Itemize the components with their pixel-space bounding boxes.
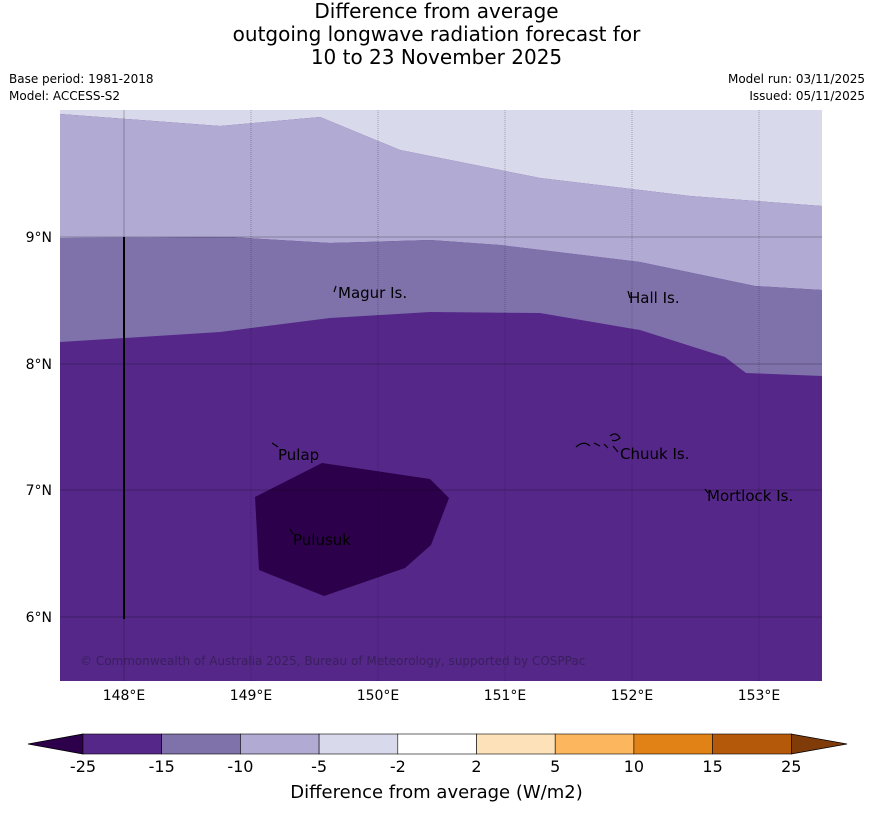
label-hall: Hall Is. [629, 289, 680, 307]
map-title: Difference from average outgoing longwav… [0, 0, 873, 69]
label-magur: Magur Is. [338, 284, 407, 302]
place-labels: Magur Is. Hall Is. Pulap Chuuk Is. Mortl… [278, 284, 793, 549]
meta-left: Base period: 1981-2018 Model: ACCESS-S2 [9, 71, 154, 105]
colorbar-segment [712, 733, 792, 755]
fill-below-m25 [255, 463, 449, 596]
meta-right: Model run: 03/11/2025 Issued: 05/11/2025 [728, 71, 865, 105]
lat-tick-labels: 9°N 8°N 7°N 6°N [26, 230, 52, 626]
label-pulusuk: Pulusuk [293, 531, 351, 549]
label-chuuk: Chuuk Is. [620, 445, 689, 463]
base-period: Base period: 1981-2018 [9, 72, 154, 86]
island-chuuk [575, 433, 621, 453]
colorbar-segment [554, 733, 635, 755]
label-mortlock: Mortlock Is. [707, 487, 793, 505]
model-run: Model run: 03/11/2025 [727, 72, 865, 86]
colorbar-tick-label: 5 [550, 757, 560, 776]
label-pulap: Pulap [278, 446, 319, 464]
lat-tick-label: 8°N [26, 357, 52, 373]
island-hall [627, 290, 631, 299]
fill-m5-m2 [60, 110, 822, 206]
lat-tick-label: 7°N [26, 483, 52, 499]
lon-tick-label: 151°E [484, 688, 527, 704]
colorbar-tick-label: 10 [624, 757, 644, 776]
colorbar-under-arrow [27, 733, 84, 755]
colorbar-tick-label: 2 [471, 757, 481, 776]
title-line-1: Difference from average [314, 0, 559, 23]
issued-date: Issued: 05/11/2025 [749, 89, 865, 103]
colorbar-segment [240, 733, 320, 755]
colorbar-tick-label: -10 [227, 757, 253, 776]
colorbar: -25 -15 -10 -5 -2 2 5 10 15 25 [27, 733, 848, 776]
colorbar-segment [633, 733, 713, 755]
island-pulap [271, 442, 279, 448]
contour-fills [60, 110, 822, 681]
island-magur [333, 285, 337, 293]
title-line-2: outgoing longwave radiation forecast for [232, 22, 641, 46]
colorbar-tick-label: 25 [781, 757, 801, 776]
island-mortlock [704, 488, 709, 494]
lon-tick-label: 153°E [738, 688, 781, 704]
colorbar-label: Difference from average (W/m2) [290, 782, 583, 803]
colorbar-over-arrow [790, 733, 848, 755]
copyright-text: © Commonwealth of Australia 2025, Bureau… [80, 654, 585, 668]
lon-tick-label: 152°E [611, 688, 654, 704]
model-name: Model: ACCESS-S2 [9, 89, 121, 103]
fill-m10-m5 [60, 114, 822, 290]
island-pulusuk [289, 528, 294, 535]
colorbar-tick-label: -15 [149, 757, 175, 776]
title-line-3: 10 to 23 November 2025 [310, 45, 563, 69]
colorbar-segment [82, 733, 162, 755]
lon-tick-label: 149°E [230, 688, 273, 704]
colorbar-segment [318, 733, 399, 755]
colorbar-tick-label: -5 [311, 757, 327, 776]
colorbar-tick-label: -25 [70, 757, 96, 776]
lon-tick-labels: 148°E 149°E 150°E 151°E 152°E 153°E [103, 688, 781, 704]
colorbar-segment [397, 733, 477, 755]
colorbar-tick-label: 15 [702, 757, 722, 776]
fill-m15-m10 [60, 237, 822, 376]
colorbar-segment [476, 733, 556, 755]
lat-tick-label: 9°N [26, 230, 52, 246]
island-shapes [271, 285, 709, 535]
colorbar-segment [161, 733, 241, 755]
lat-tick-label: 6°N [26, 610, 52, 626]
colorbar-tick-label: -2 [390, 757, 406, 776]
lon-tick-label: 148°E [103, 688, 146, 704]
lon-tick-label: 150°E [357, 688, 400, 704]
